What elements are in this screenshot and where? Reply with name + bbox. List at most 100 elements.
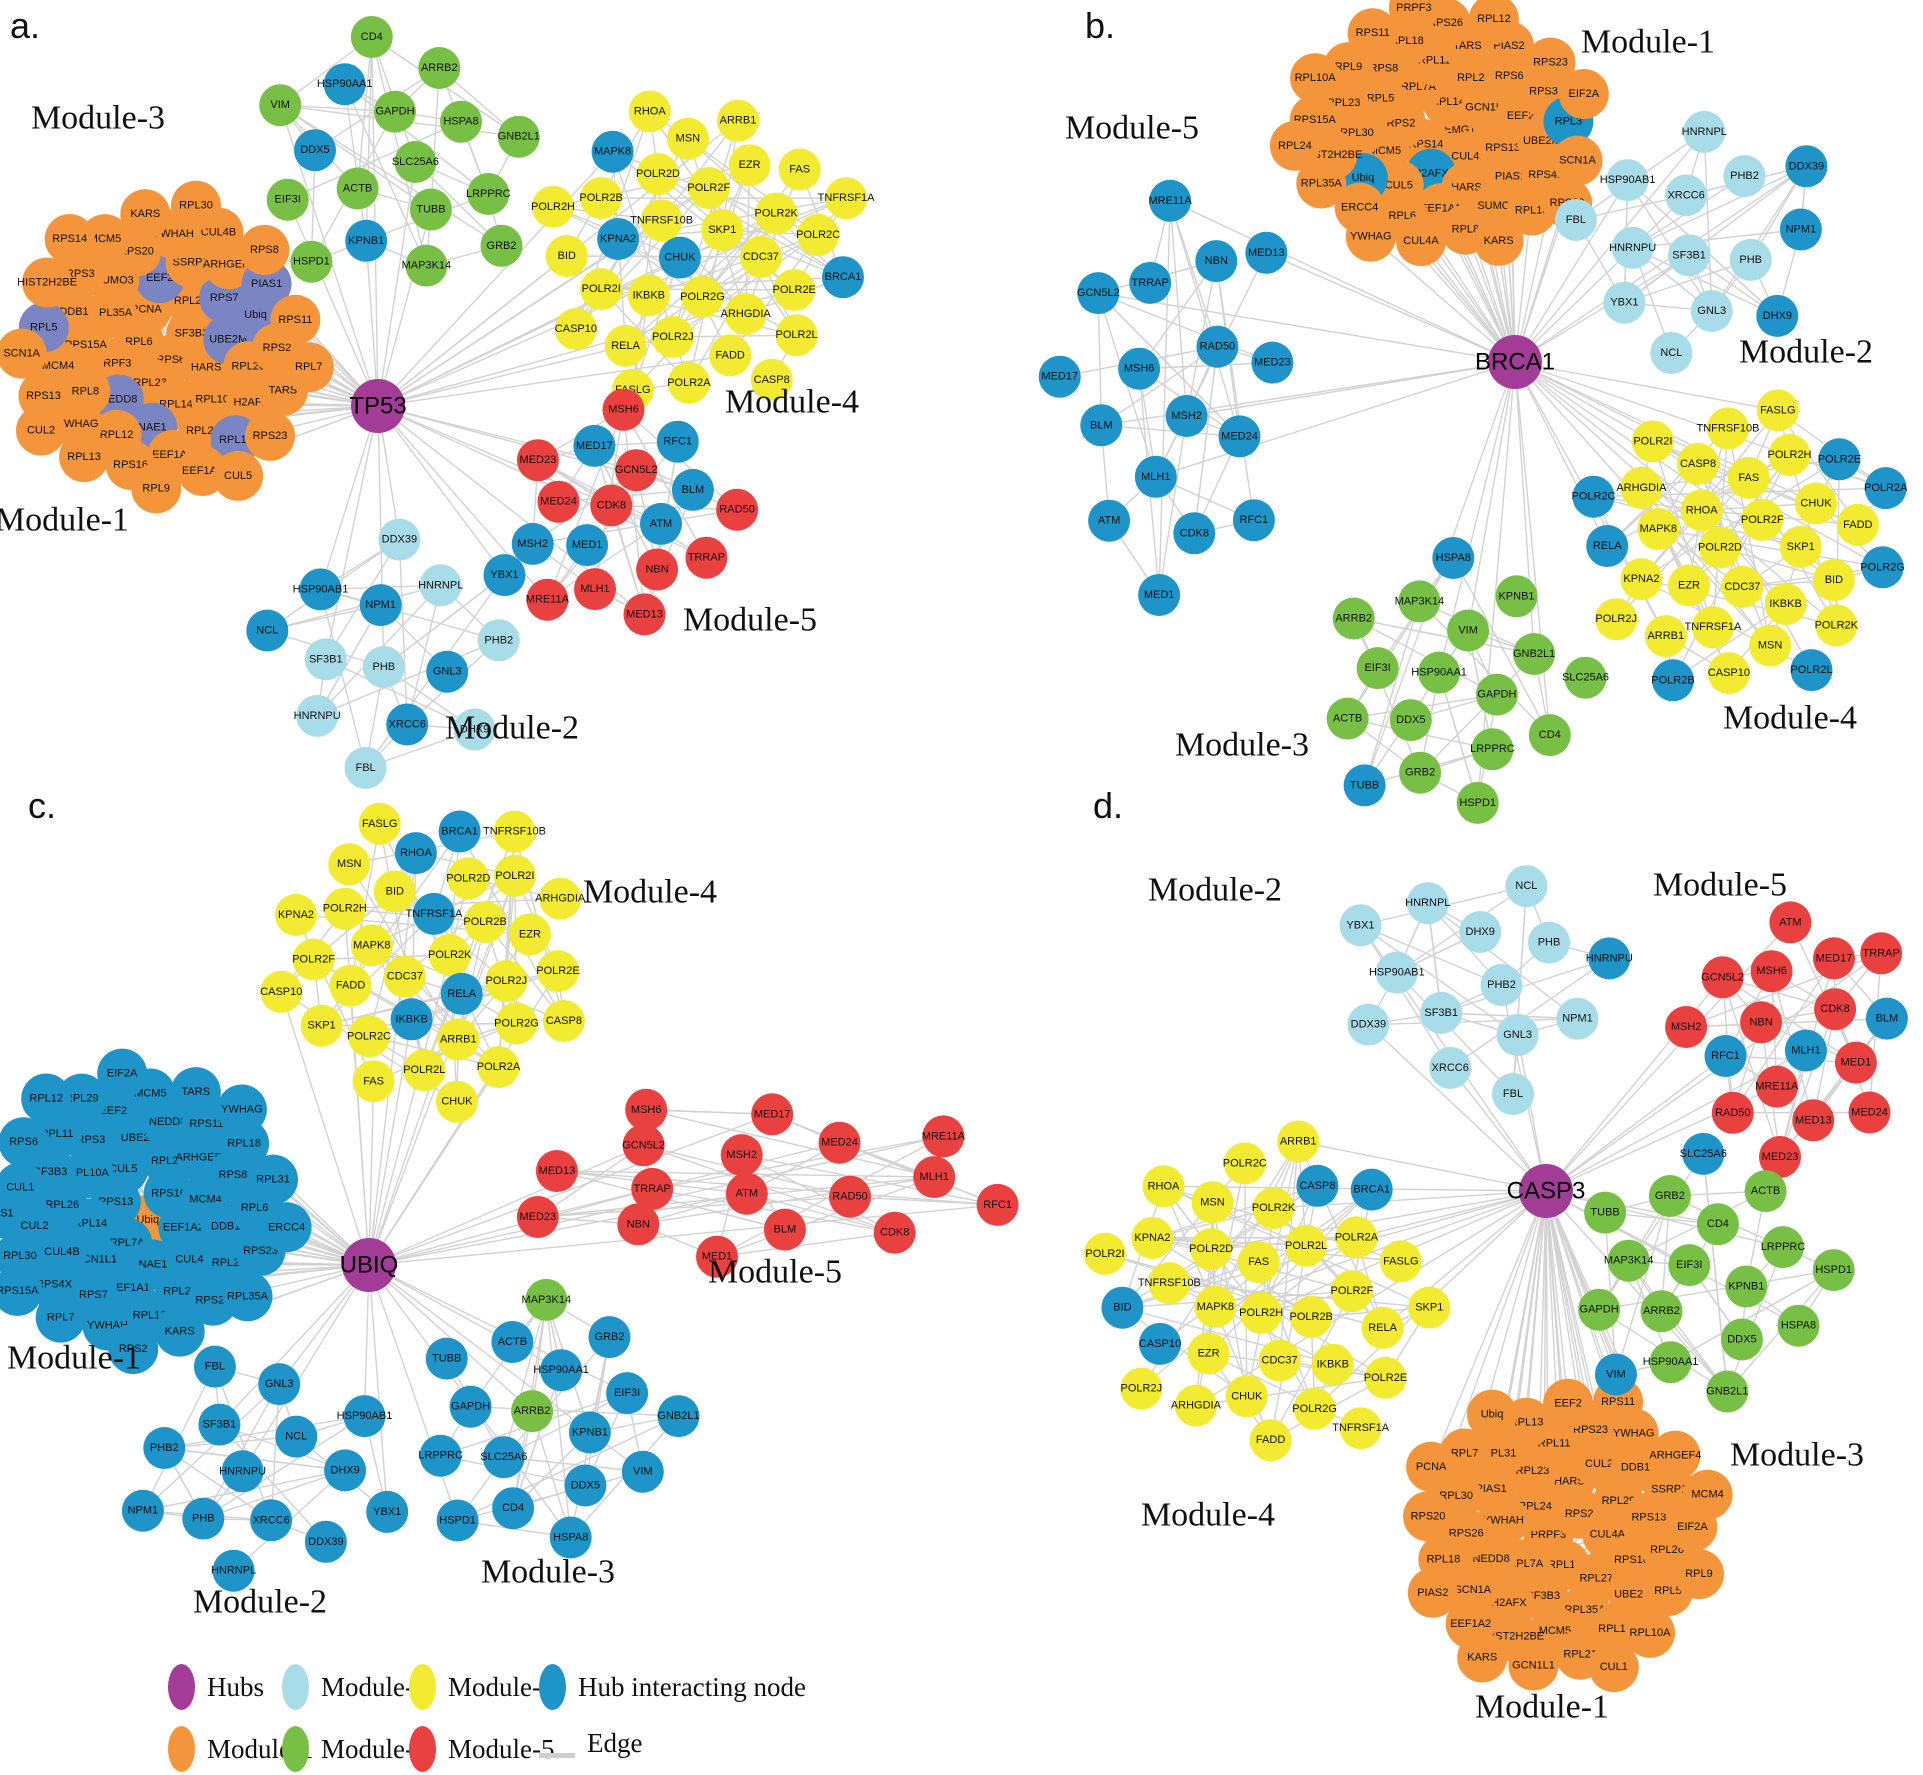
node-EIF3I[interactable]: EIF3I: [266, 178, 309, 221]
node-ARRB1[interactable]: ARRB1: [1277, 1120, 1320, 1163]
node-HSPD1[interactable]: HSPD1: [290, 240, 333, 283]
node-GNB2L1[interactable]: GNB2L1: [1513, 633, 1555, 675]
node-ACTB[interactable]: ACTB: [1744, 1170, 1787, 1213]
node-RHOA[interactable]: RHOA: [1680, 489, 1723, 532]
node-CHUK[interactable]: CHUK: [658, 236, 701, 279]
node-MAPK8[interactable]: MAPK8: [350, 924, 393, 967]
node-POLR2L[interactable]: POLR2L: [403, 1049, 445, 1092]
node-POLR2F[interactable]: POLR2F: [292, 938, 335, 981]
node-SLC25A6[interactable]: SLC25A6: [392, 141, 439, 183]
node-MAP3K14[interactable]: MAP3K14: [402, 244, 452, 287]
node-GCN1L1[interactable]: GCN1L1: [1508, 1640, 1559, 1691]
node-YWHAG[interactable]: YWHAG: [216, 1084, 267, 1135]
node-GCN5L2[interactable]: GCN5L2: [1077, 272, 1120, 315]
node-BRCA1[interactable]: BRCA1: [822, 256, 864, 299]
node-TNFRSF10B[interactable]: TNFRSF10B: [1697, 407, 1760, 450]
node-IKBKB[interactable]: IKBKB: [1764, 583, 1807, 626]
node-TRRAP[interactable]: TRRAP: [1129, 261, 1172, 304]
node-TUBB[interactable]: TUBB: [409, 188, 452, 231]
node-RPL9[interactable]: RPL9: [131, 463, 182, 514]
node-LRPPRC[interactable]: LRPPRC: [1761, 1226, 1806, 1269]
node-BRCA1[interactable]: BRCA1: [1350, 1168, 1393, 1211]
node-ACTB[interactable]: ACTB: [1326, 697, 1369, 740]
node-VIM[interactable]: VIM: [1594, 1353, 1637, 1396]
node-HSP90AB1[interactable]: HSP90AB1: [293, 568, 349, 611]
node-NPM1[interactable]: NPM1: [1556, 997, 1599, 1040]
node-TNFRSF1A[interactable]: TNFRSF1A: [818, 177, 876, 220]
node-FAS[interactable]: FAS: [1727, 456, 1770, 499]
node-FAS[interactable]: FAS: [778, 148, 821, 191]
node-IKBKB[interactable]: IKBKB: [390, 998, 433, 1041]
node-MED17[interactable]: MED17: [573, 424, 616, 467]
node-MRE11A[interactable]: MRE11A: [922, 1115, 966, 1158]
node-ATM[interactable]: ATM: [1088, 499, 1131, 542]
node-YBX1[interactable]: YBX1: [1339, 904, 1382, 947]
node-FASLG[interactable]: FASLG: [1756, 389, 1799, 432]
node-EEF2[interactable]: EEF2: [1543, 1378, 1594, 1429]
node-NPM1[interactable]: NPM1: [1779, 208, 1822, 251]
node-HSP90AA1[interactable]: HSP90AA1: [533, 1349, 589, 1392]
node-NBN[interactable]: NBN: [636, 548, 679, 591]
node-BID[interactable]: BID: [545, 235, 588, 277]
node-POLR2H[interactable]: POLR2H: [1767, 434, 1812, 476]
node-PHB2[interactable]: PHB2: [1723, 155, 1766, 198]
node-TUBB[interactable]: TUBB: [1343, 764, 1386, 807]
node-GNL3[interactable]: GNL3: [1496, 1014, 1539, 1056]
node-BID[interactable]: BID: [1812, 559, 1855, 602]
node-BLM[interactable]: BLM: [1080, 404, 1123, 447]
node-MED13[interactable]: MED13: [1792, 1099, 1835, 1142]
node-FADD[interactable]: FADD: [1249, 1419, 1292, 1462]
node-MED17[interactable]: MED17: [751, 1093, 794, 1136]
node-HSP90AB1[interactable]: HSP90AB1: [1600, 159, 1656, 202]
node-GNL3[interactable]: GNL3: [258, 1363, 301, 1406]
node-MED23[interactable]: MED23: [1251, 341, 1294, 384]
node-VIM[interactable]: VIM: [259, 84, 302, 127]
node-POLR2I[interactable]: POLR2I: [493, 854, 536, 897]
node-DDX39[interactable]: DDX39: [1347, 1003, 1390, 1046]
node-MAPK8[interactable]: MAPK8: [591, 130, 634, 173]
node-HSPA8[interactable]: HSPA8: [549, 1516, 592, 1559]
node-RFC1[interactable]: RFC1: [656, 420, 699, 463]
node-PHB[interactable]: PHB: [362, 646, 405, 688]
node-HNRNPU[interactable]: HNRNPU: [1609, 226, 1656, 269]
node-MSH2[interactable]: MSH2: [720, 1134, 763, 1177]
node-MED17[interactable]: MED17: [1038, 355, 1081, 398]
node-FADD[interactable]: FADD: [709, 334, 752, 377]
node-MED17[interactable]: MED17: [1813, 937, 1855, 980]
node-RHOA[interactable]: RHOA: [1142, 1165, 1185, 1208]
node-EIF3I[interactable]: EIF3I: [1668, 1244, 1711, 1287]
node-POLR2H[interactable]: POLR2H: [531, 185, 575, 228]
node-EIF2A[interactable]: EIF2A: [1558, 69, 1609, 119]
node-RAD50[interactable]: RAD50: [829, 1175, 871, 1218]
node-FBL[interactable]: FBL: [1492, 1073, 1534, 1115]
node-MAP3K14[interactable]: MAP3K14: [1395, 580, 1445, 623]
node-LRPPRC[interactable]: LRPPRC: [466, 173, 511, 215]
node-XRCC6[interactable]: XRCC6: [1429, 1046, 1472, 1089]
node-MED24[interactable]: MED24: [1218, 415, 1261, 458]
node-MSH6[interactable]: MSH6: [1750, 950, 1793, 993]
node-ATM[interactable]: ATM: [640, 502, 682, 545]
node-YBX1[interactable]: YBX1: [366, 1490, 409, 1533]
node-CDK8[interactable]: CDK8: [1814, 988, 1857, 1031]
node-YWHAG[interactable]: YWHAG: [1345, 211, 1396, 262]
node-BID[interactable]: BID: [1101, 1286, 1144, 1329]
node-DDX39[interactable]: DDX39: [1785, 145, 1828, 188]
node-MED24[interactable]: MED24: [818, 1121, 861, 1164]
node-MLH1[interactable]: MLH1: [1134, 455, 1177, 498]
node-TRRAP[interactable]: TRRAP: [1860, 932, 1903, 975]
node-CDK8[interactable]: CDK8: [1173, 512, 1216, 555]
node-CUL2[interactable]: CUL2: [16, 405, 66, 456]
node-SF3B1[interactable]: SF3B1: [198, 1403, 241, 1446]
node-YBX1[interactable]: YBX1: [483, 554, 526, 597]
node-KPNA2[interactable]: KPNA2: [597, 218, 640, 260]
node-MAPK8[interactable]: MAPK8: [1637, 508, 1680, 550]
node-NPM1[interactable]: NPM1: [359, 584, 402, 627]
node-YBX1[interactable]: YBX1: [1603, 281, 1646, 324]
node-ARRB1[interactable]: ARRB1: [717, 99, 759, 142]
node-KARS[interactable]: KARS: [154, 1306, 205, 1357]
node-CDK8[interactable]: CDK8: [590, 484, 633, 527]
node-POLR2L[interactable]: POLR2L: [1285, 1224, 1327, 1267]
node-RPL35A[interactable]: RPL35A: [222, 1271, 273, 1322]
node-GCN5L2[interactable]: GCN5L2: [1701, 956, 1744, 999]
node-DHX9[interactable]: DHX9: [1459, 911, 1502, 953]
